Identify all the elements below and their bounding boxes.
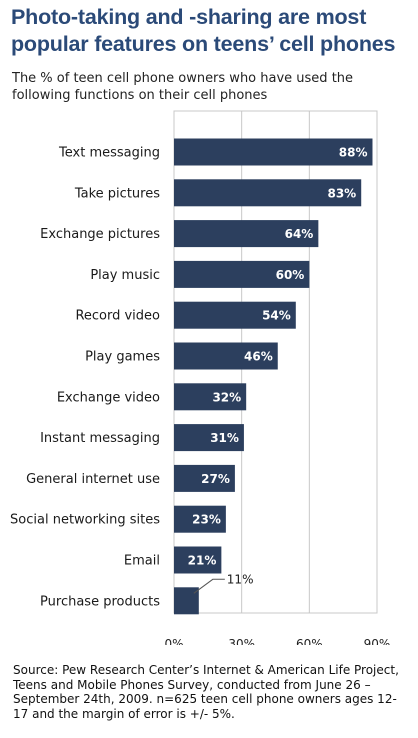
data-label: 46% <box>244 350 273 364</box>
bar <box>174 301 296 329</box>
category-label: Play music <box>90 268 160 283</box>
bar <box>174 464 235 492</box>
bar <box>174 505 226 533</box>
bar <box>174 424 244 452</box>
x-tick-label: 0% <box>164 637 183 645</box>
data-label: 21% <box>188 554 217 568</box>
category-label: Record video <box>75 309 160 324</box>
data-label: 11% <box>227 572 254 586</box>
bar-layer <box>174 138 373 615</box>
category-label: Exchange pictures <box>40 227 160 242</box>
bar <box>174 587 199 615</box>
data-label: 23% <box>192 513 221 527</box>
data-label: 64% <box>285 227 314 241</box>
data-label: 60% <box>276 268 305 282</box>
bar-chart: Text messaging 88% Take pictures 83% Exchang… <box>10 110 390 645</box>
bar <box>174 179 362 207</box>
data-label: 88% <box>339 146 368 160</box>
bar <box>174 220 319 248</box>
source-note: Source: Pew Research Center’s Internet &… <box>13 663 399 721</box>
data-label: 31% <box>210 431 239 445</box>
data-label: 32% <box>212 390 241 404</box>
bar <box>174 383 247 411</box>
axis-layer: 0% 30% 60% 90% <box>164 637 390 645</box>
chart-title: Photo-taking and -sharing are most popul… <box>11 5 396 56</box>
callout-line <box>193 578 225 594</box>
x-tick-label: 90% <box>364 637 391 645</box>
bar <box>174 342 278 370</box>
category-label: Social networking sites <box>10 513 160 528</box>
data-label: 83% <box>327 186 356 200</box>
data-label: 54% <box>262 309 291 323</box>
category-label: General internet use <box>26 472 160 487</box>
category-label: Take pictures <box>74 186 160 201</box>
x-tick-label: 60% <box>296 637 323 645</box>
bar <box>174 138 373 166</box>
category-label: Instant messaging <box>40 431 160 446</box>
bar <box>174 546 222 574</box>
bar <box>174 260 310 288</box>
category-label: Exchange video <box>57 390 160 405</box>
data-label: 27% <box>201 472 230 486</box>
category-label: Text messaging <box>58 146 160 161</box>
category-label: Purchase products <box>40 594 160 609</box>
label-layer: Text messaging 88% Take pictures 83% Exchang… <box>10 146 367 610</box>
category-label: Email <box>124 554 160 569</box>
x-tick-label: 30% <box>228 637 255 645</box>
category-label: Play games <box>85 350 160 365</box>
chart-subtitle: The % of teen cell phone owners who have… <box>12 71 354 103</box>
